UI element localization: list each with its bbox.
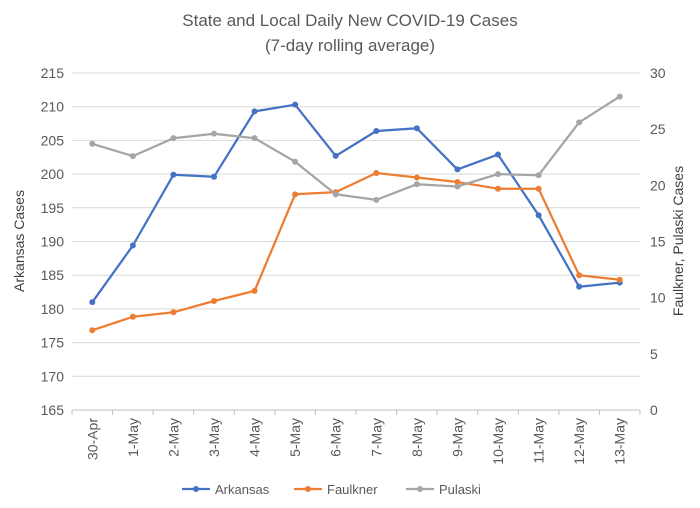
y-left-tick-label: 195 (41, 200, 65, 216)
series-lines (89, 93, 623, 334)
x-tick-label: 1-May (125, 418, 141, 457)
x-tick-label: 7-May (368, 418, 384, 457)
faulkner-data-point (576, 272, 583, 279)
y-left-tick-label: 185 (41, 267, 65, 283)
y-left-tick-label: 205 (41, 132, 65, 148)
pulaski-data-point (332, 191, 339, 198)
arkansas-data-point (373, 127, 380, 134)
arkansas-data-point (413, 125, 420, 132)
pulaski-data-point (373, 196, 380, 203)
pulaski-data-point (251, 135, 258, 142)
x-tick-label: 5-May (287, 418, 303, 457)
faulkner-data-point (251, 287, 258, 294)
y-right-tick-label: 5 (650, 346, 658, 362)
x-tick-label: 11-May (531, 418, 547, 464)
faulkner-data-point (413, 174, 420, 181)
faulkner-data-point (454, 178, 461, 185)
y-left-tick-label: 210 (41, 99, 65, 115)
x-tick-label: 3-May (206, 418, 222, 457)
faulkner-data-point (211, 298, 217, 305)
legend: Arkansas Faulkner Pulaski (182, 482, 481, 497)
legend-arkansas-marker (193, 486, 199, 492)
pulaski-data-point (292, 158, 299, 165)
x-tick-label: 12-May (571, 418, 587, 465)
pulaski-data-point (576, 119, 583, 126)
y-left-tick-label: 180 (41, 301, 65, 317)
y-axis-left-title: Arkansas Cases (11, 190, 27, 292)
y-left-tick-label: 165 (41, 402, 65, 418)
y-axis-right-title: Faulkner, Pulaski Cases (670, 166, 686, 316)
pulaski-data-point (454, 183, 461, 190)
faulkner-data-point (170, 309, 177, 316)
legend-pulaski-label: Pulaski (439, 482, 481, 497)
y-left-tick-label: 175 (41, 335, 65, 351)
legend-faulkner-label: Faulkner (327, 482, 378, 497)
y-right-tick-label: 10 (650, 290, 666, 306)
faulkner-data-point (495, 185, 501, 192)
y-right-tick-label: 30 (650, 65, 666, 81)
y-left-tick-label: 170 (41, 368, 65, 384)
arkansas-data-point (89, 299, 96, 306)
pulaski-data-point (495, 171, 501, 178)
pulaski-data-point (89, 140, 96, 147)
pulaski-series-line (91, 95, 621, 202)
arkansas-data-point (495, 151, 501, 158)
faulkner-data-point (292, 191, 299, 198)
pulaski-data-point (170, 135, 177, 142)
y-right-tick-label: 20 (650, 177, 666, 193)
faulkner-data-point (535, 185, 542, 192)
pulaski-data-point (129, 153, 136, 160)
arkansas-data-point (211, 173, 217, 180)
axes: 165 170 175 180 185 190 195 200 205 210 215 0 5 10 15 2… (41, 65, 666, 465)
pulaski-data-point (616, 93, 623, 100)
pulaski-data-point (211, 130, 217, 137)
faulkner-data-point (373, 169, 380, 176)
faulkner-data-point (129, 313, 136, 320)
pulaski-data-point (413, 181, 420, 188)
y-right-tick-label: 25 (650, 121, 666, 137)
faulkner-data-point (616, 276, 623, 283)
y-right-tick-label: 0 (650, 402, 658, 418)
gridlines (72, 72, 640, 411)
x-tick-label: 4-May (247, 418, 263, 457)
arkansas-data-point (292, 101, 299, 108)
x-tick-label: 6-May (328, 418, 344, 457)
legend-arkansas-label: Arkansas (215, 482, 270, 497)
arkansas-data-point (251, 108, 258, 115)
legend-faulkner-marker (305, 486, 311, 492)
x-tick-label: 10-May (490, 418, 506, 465)
x-tick-label: 9-May (449, 418, 465, 457)
y-left-tick-label: 200 (41, 166, 65, 182)
y-left-tick-label: 215 (41, 65, 65, 81)
chart-subtitle: (7-day rolling average) (265, 36, 435, 55)
arkansas-data-point (576, 283, 583, 290)
x-tick-label: 8-May (409, 418, 425, 457)
arkansas-data-point (170, 171, 177, 178)
arkansas-series-line (91, 103, 620, 303)
x-tick-label: 13-May (612, 418, 628, 465)
legend-pulaski-marker (417, 486, 423, 492)
arkansas-data-point (454, 166, 461, 173)
pulaski-data-point (535, 172, 542, 179)
x-tick-label: 30-Apr (84, 418, 100, 460)
chart-title: State and Local Daily New COVID-19 Cases (182, 11, 517, 30)
faulkner-series-line (91, 171, 620, 332)
x-tick-label: 2-May (165, 418, 181, 457)
y-left-tick-label: 190 (41, 234, 65, 250)
faulkner-data-point (89, 327, 96, 334)
y-right-tick-label: 15 (650, 234, 666, 250)
arkansas-data-point (535, 212, 542, 219)
arkansas-data-point (129, 242, 136, 249)
arkansas-data-point (332, 152, 339, 159)
